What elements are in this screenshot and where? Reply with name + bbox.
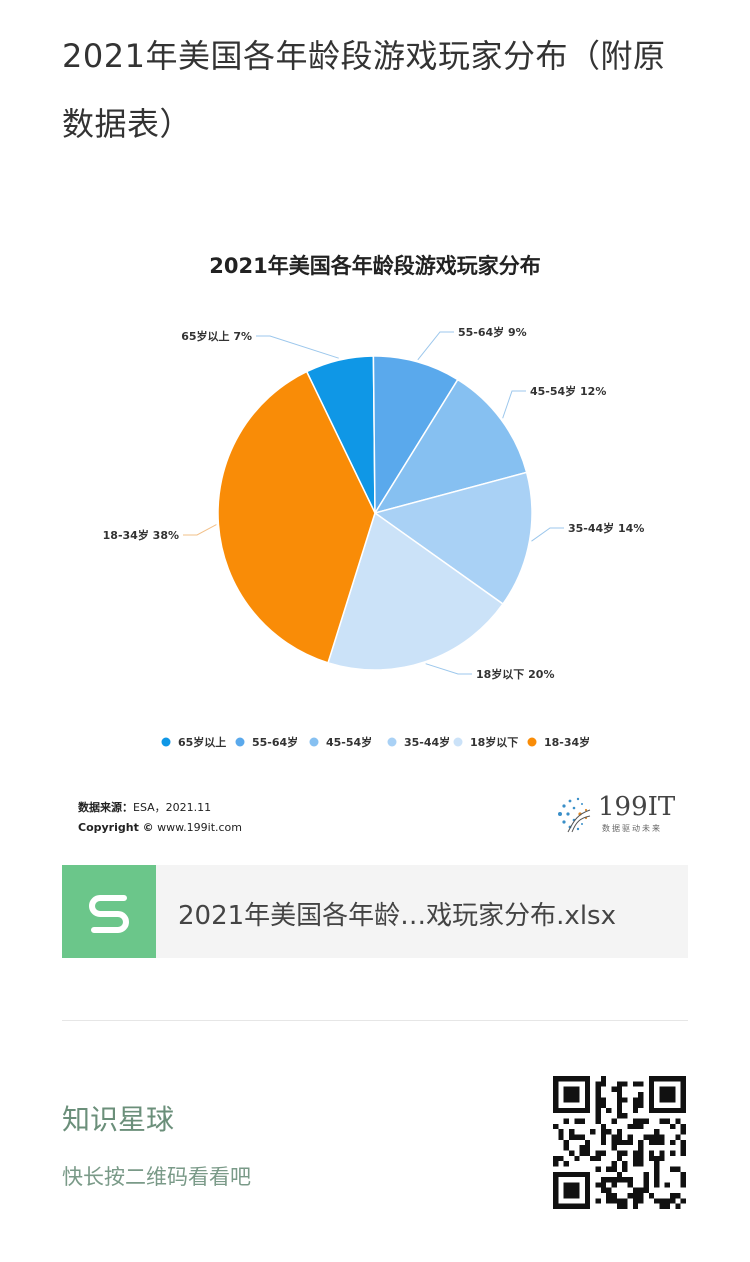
- pie-slice-5: [217, 370, 376, 664]
- legend-label-1: 55-64岁: [252, 735, 298, 749]
- article-title: 2021年美国各年龄段游戏玩家分布（附原数据表）: [62, 37, 666, 143]
- legend-label-4: 18岁以下: [470, 735, 518, 749]
- leader-line-2: [502, 390, 526, 419]
- slice-label-1: 55-64岁 9%: [458, 325, 527, 339]
- pie-slice-2: [373, 378, 528, 515]
- source-label: 数据来源：: [78, 801, 133, 814]
- legend-label-2: 45-54岁: [326, 735, 372, 749]
- chart-source: 数据来源：ESA，2021.11 Copyright © www.199it.c…: [78, 798, 242, 838]
- attachment-file-name: 2021年美国各年龄…戏玩家分布.xlsx: [178, 901, 616, 931]
- legend-swatch-1: [235, 737, 245, 747]
- brand-slogan: 数据驱动未来: [602, 824, 662, 833]
- brand-logo: 199IT 数据驱动未来: [552, 790, 682, 840]
- leader-line-3: [531, 527, 564, 542]
- pie-slice-4: [327, 511, 504, 671]
- promo-subtitle: 快长按二维码看看吧: [62, 1165, 251, 1189]
- attachment-file-card[interactable]: 2021年美国各年龄…戏玩家分布.xlsx: [62, 865, 688, 958]
- legend-swatch-2: [309, 737, 319, 747]
- brand-name: 199IT: [598, 792, 676, 822]
- legend-swatch-3: [387, 737, 397, 747]
- legend-label-5: 18-34岁: [544, 735, 590, 749]
- slice-label-2: 45-54岁 12%: [530, 384, 606, 398]
- pie-chart: 65岁以上 7% 55-64岁 9% 45-54岁 12% 35-44岁 14% 18岁…: [103, 325, 645, 749]
- leader-line-4: [425, 663, 472, 675]
- chart-title: 2021年美国各年龄段游戏玩家分布: [209, 254, 541, 278]
- pie-slice-3: [373, 471, 533, 606]
- section-divider: [62, 1020, 688, 1021]
- pie-slice-1: [372, 355, 459, 516]
- chart-image: 65岁以上 7% 55-64岁 9% 45-54岁 12% 35-44岁 14% 18岁…: [62, 232, 688, 846]
- legend-label-0: 65岁以上: [178, 735, 226, 749]
- brand-dots-icon: [558, 797, 591, 833]
- slice-label-4: 18岁以下 20%: [476, 667, 554, 681]
- legend-label-3: 35-44岁: [404, 735, 450, 749]
- slice-label-0: 65岁以上 7%: [181, 329, 252, 343]
- leader-line-5: [183, 524, 217, 536]
- promo-title: 知识星球: [62, 1103, 175, 1136]
- leader-line-0: [256, 335, 339, 359]
- copyright-label: Copyright ©: [78, 821, 154, 834]
- legend-swatch-5: [527, 737, 537, 747]
- qr-code-icon[interactable]: [553, 1076, 686, 1209]
- source-value: ESA，2021.11: [133, 801, 212, 814]
- copyright-site: www.199it.com: [157, 821, 243, 834]
- spreadsheet-s-icon: [62, 865, 156, 958]
- slice-label-5: 18-34岁 38%: [103, 528, 179, 542]
- legend-swatch-0: [161, 737, 171, 747]
- legend-swatch-4: [453, 737, 463, 747]
- slice-label-3: 35-44岁 14%: [568, 521, 644, 535]
- leader-line-1: [417, 331, 454, 361]
